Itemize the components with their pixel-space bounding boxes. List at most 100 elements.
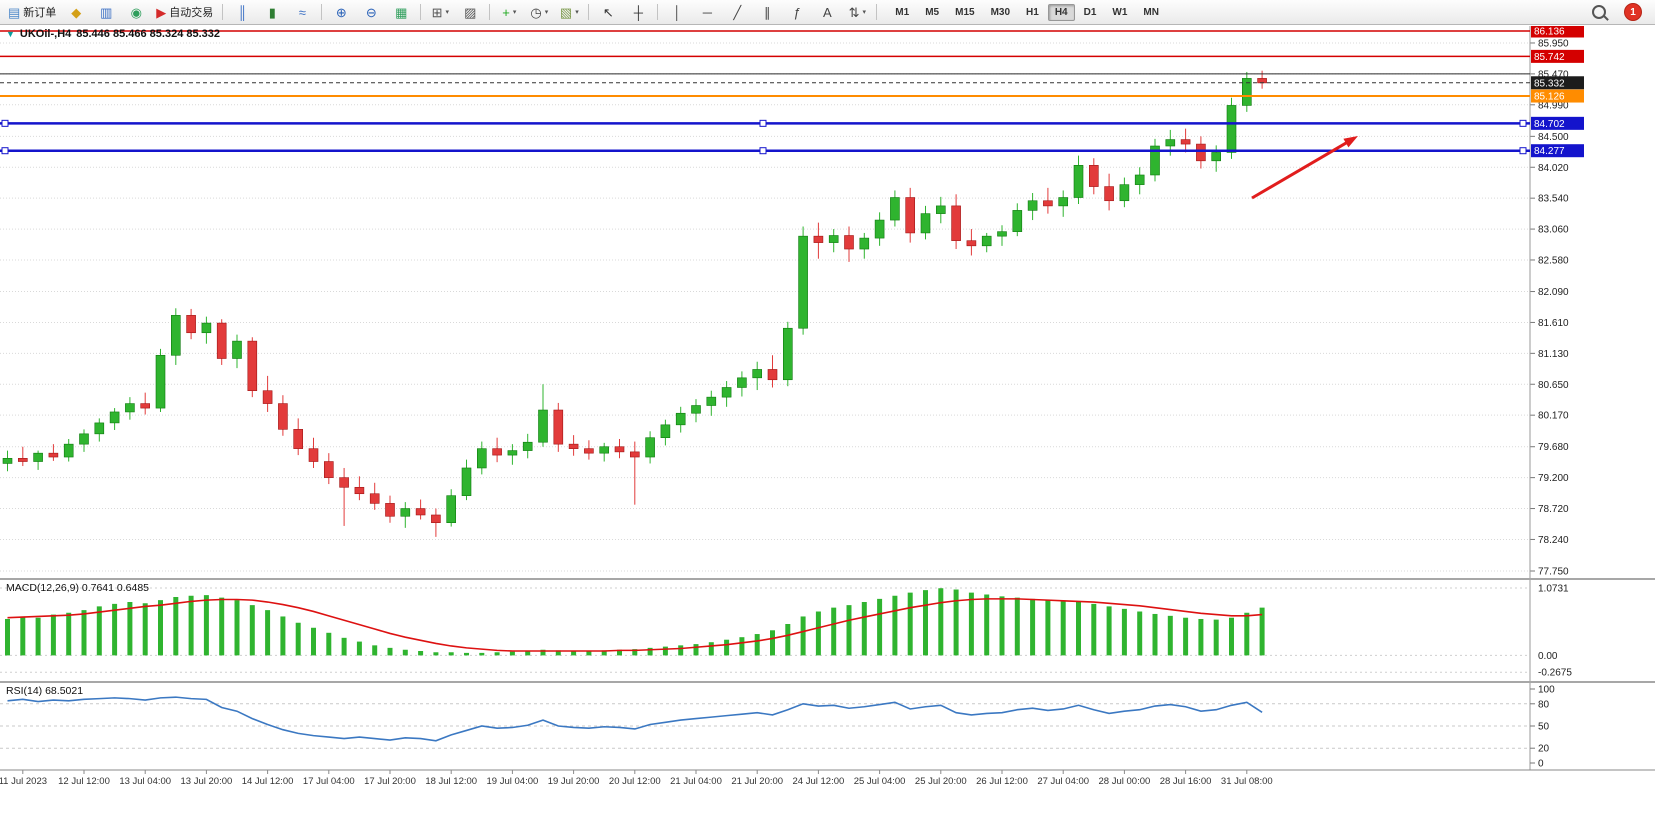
template-button[interactable]: ▧ ▾ [555, 1, 583, 23]
line-handle[interactable] [759, 147, 767, 155]
search-button[interactable] [1585, 1, 1613, 23]
timeframe-m5-button[interactable]: M5 [925, 6, 940, 18]
macd-signal-line [7, 598, 1263, 652]
timeframe-d1-button[interactable]: D1 [1083, 6, 1097, 18]
zoom-out-button[interactable]: ⊖ [357, 1, 385, 23]
navigator-button[interactable]: ◉ [122, 1, 150, 23]
bull-candle [1073, 165, 1084, 198]
time-axis-label: 31 Jul 08:00 [1221, 776, 1273, 787]
bear-candle [951, 205, 961, 241]
price-scale-label: 85.950 [1538, 38, 1569, 49]
arrows-button[interactable]: ⇅ ▾ [843, 1, 871, 23]
bear-candle [614, 446, 625, 453]
bull-candle [859, 237, 870, 250]
timeframe-button-group: M1 M5 M15 M30 H1 H4 D1 W1 MN [887, 3, 1167, 21]
annotation-arrow[interactable] [1251, 139, 1351, 200]
channel-icon: ∥ [764, 4, 771, 20]
timeframe-m1-button[interactable]: M1 [895, 6, 910, 18]
periods-button[interactable]: ◷ ▾ [525, 1, 553, 23]
toolbar-separator [321, 4, 323, 20]
dropdown-arrow-icon[interactable]: ▾ [512, 9, 517, 16]
vertical-line-button[interactable]: │ [663, 1, 691, 23]
bear-candle [844, 235, 854, 250]
bear-candle [323, 461, 334, 478]
crosshair-button[interactable]: ┼ [624, 1, 652, 23]
chart-canvas[interactable]: 85.950 85.470 84.990 84.500 84.020 83.540 83.0… [0, 26, 1655, 834]
dropdown-arrow-icon[interactable]: ▾ [575, 9, 579, 16]
price-scale-label: 85.470 [1538, 69, 1569, 80]
price-scale-label: 84.020 [1538, 163, 1569, 174]
line-handle[interactable] [759, 119, 767, 127]
time-axis-label: 19 Jul 04:00 [487, 776, 539, 787]
chart-collapse-icon[interactable]: ▼ [6, 29, 15, 39]
dropdown-arrow-icon[interactable]: ▾ [544, 9, 549, 16]
market-watch-button[interactable]: ◆ [62, 1, 90, 23]
notification-badge[interactable]: 1 [1624, 3, 1642, 21]
line-price-tag-text: 86.136 [1534, 27, 1565, 38]
timeframe-h1-button[interactable]: H1 [1026, 6, 1039, 18]
bar-chart-icon: ║ [237, 4, 247, 20]
indicators-button[interactable]: + ▾ [495, 1, 523, 23]
bull-candle [1058, 197, 1068, 207]
trendline-button[interactable]: ╱ [723, 1, 751, 23]
time-axis-label: 17 Jul 04:00 [303, 776, 355, 787]
line-chart-button[interactable]: ≈ [288, 1, 316, 23]
line-handle[interactable] [1519, 119, 1527, 127]
bear-candle [48, 452, 59, 458]
periods-icon: ◷ [530, 4, 542, 20]
new-chart-button[interactable]: ⊞ ▾ [426, 1, 454, 23]
cursor-button[interactable]: ↖ [594, 1, 622, 23]
auto-trading-button[interactable]: ▶ 自动交易 [152, 1, 217, 23]
vertical-line-icon: │ [673, 4, 682, 20]
bear-candle [1043, 200, 1053, 207]
candlestick-chart-button[interactable]: ▮ [258, 1, 286, 23]
bull-candle [660, 424, 671, 439]
bear-candle [247, 340, 258, 391]
fibonacci-button[interactable]: ƒ [783, 1, 811, 23]
annotation-arrow-head[interactable] [1343, 136, 1358, 148]
bull-candle [935, 205, 946, 214]
time-axis-label: 20 Jul 12:00 [609, 776, 661, 787]
new-order-button[interactable]: ▤ 新订单 [4, 1, 60, 23]
bull-candle [1012, 210, 1023, 232]
price-scale-label: 79.200 [1538, 473, 1569, 484]
time-axis-label: 14 Jul 12:00 [242, 776, 294, 787]
toolbar-separator [420, 4, 422, 20]
timeframe-w1-button[interactable]: W1 [1112, 6, 1128, 18]
bear-candle [415, 508, 426, 516]
bull-candle [1027, 200, 1038, 211]
bull-candle [890, 197, 900, 221]
bull-candle [400, 508, 411, 517]
horizontal-line-button[interactable]: ─ [693, 1, 721, 23]
price-scale-label: 78.240 [1538, 535, 1569, 546]
profiles-button[interactable]: ▨ [456, 1, 484, 23]
bull-candle [599, 446, 610, 454]
dropdown-arrow-icon[interactable]: ▾ [445, 9, 449, 16]
zoom-in-icon: ⊕ [335, 4, 347, 20]
bull-candle [507, 450, 518, 456]
tile-windows-button[interactable]: ▦ [387, 1, 415, 23]
timeframe-m15-button[interactable]: M15 [955, 6, 975, 18]
line-handle[interactable] [1, 119, 9, 127]
rsi-indicator-label: RSI(14) 68.5021 [6, 685, 84, 697]
toolbar-separator [588, 4, 590, 20]
market-watch-icon: ◆ [71, 4, 82, 20]
bar-chart-button[interactable]: ║ [228, 1, 256, 23]
bull-candle [691, 405, 701, 414]
price-scale-label: 83.540 [1538, 194, 1569, 205]
bear-candle [1196, 143, 1206, 162]
text-button[interactable]: A [813, 1, 841, 23]
bull-candle [706, 396, 717, 406]
line-handle[interactable] [1519, 147, 1527, 155]
timeframe-m30-button[interactable]: M30 [990, 6, 1011, 18]
channel-button[interactable]: ∥ [753, 1, 781, 23]
price-scale-label: 82.580 [1538, 255, 1569, 266]
timeframe-mn-button[interactable]: MN [1143, 6, 1159, 18]
dropdown-arrow-icon[interactable]: ▾ [862, 9, 866, 16]
timeframe-h4-button[interactable]: H4 [1047, 3, 1075, 21]
line-handle[interactable] [1, 147, 9, 155]
data-window-button[interactable]: ▥ [92, 1, 120, 23]
time-axis-label: 19 Jul 20:00 [548, 776, 600, 787]
zoom-in-button[interactable]: ⊕ [327, 1, 355, 23]
bull-candle [1226, 105, 1237, 153]
